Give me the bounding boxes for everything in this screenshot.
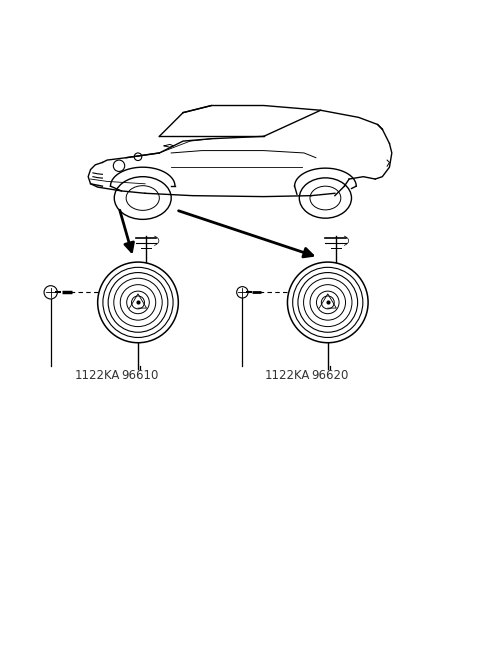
Text: 96610: 96610 bbox=[121, 369, 159, 382]
Text: 96620: 96620 bbox=[312, 369, 349, 382]
Text: 1122KA: 1122KA bbox=[75, 369, 120, 382]
Text: 1122KA: 1122KA bbox=[265, 369, 310, 382]
